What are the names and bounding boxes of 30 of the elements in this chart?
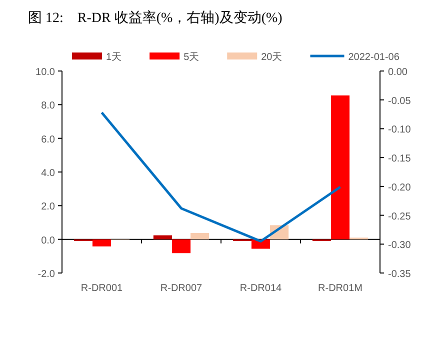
y2-tick-label: -0.05: [388, 96, 412, 107]
x-tick-label: R-DR01M: [318, 283, 362, 294]
y-tick-label: 10.0: [36, 67, 56, 78]
y-tick-label: 0.0: [41, 235, 56, 246]
x-tick-label: R-DR007: [160, 283, 203, 294]
chart-title: 图 12: R-DR 收益率(%，右轴)及变动(%): [28, 10, 283, 26]
y-tick-label: -2.0: [38, 269, 56, 280]
legend-label: 5天: [184, 52, 200, 63]
y2-tick-label: -0.30: [388, 240, 412, 252]
y2-tick-label: -0.20: [388, 182, 412, 194]
legend-label: 2022-01-06: [348, 52, 400, 63]
legend-label: 1天: [106, 52, 122, 63]
y2-tick-label: -0.35: [388, 269, 412, 280]
bar: [190, 232, 210, 240]
legend-label: 20天: [261, 52, 282, 63]
x-tick-label: R-DR014: [240, 283, 282, 294]
y-tick-label: 2.0: [41, 202, 56, 213]
y2-tick-label: 0.00: [388, 67, 408, 78]
bar: [153, 235, 172, 240]
y2-tick-label: -0.15: [388, 154, 412, 165]
y2-tick-label: -0.25: [388, 211, 412, 222]
x-tick-label: R-DR001: [80, 283, 124, 294]
y-tick-label: 8.0: [41, 100, 56, 112]
line-series: [100, 111, 342, 243]
bar: [172, 239, 191, 254]
y-tick-label: 6.0: [41, 134, 56, 146]
y2-tick-label: -0.10: [388, 124, 412, 136]
bar: [92, 239, 112, 246]
bar: [330, 95, 350, 240]
y-tick-label: 4.0: [41, 168, 56, 179]
